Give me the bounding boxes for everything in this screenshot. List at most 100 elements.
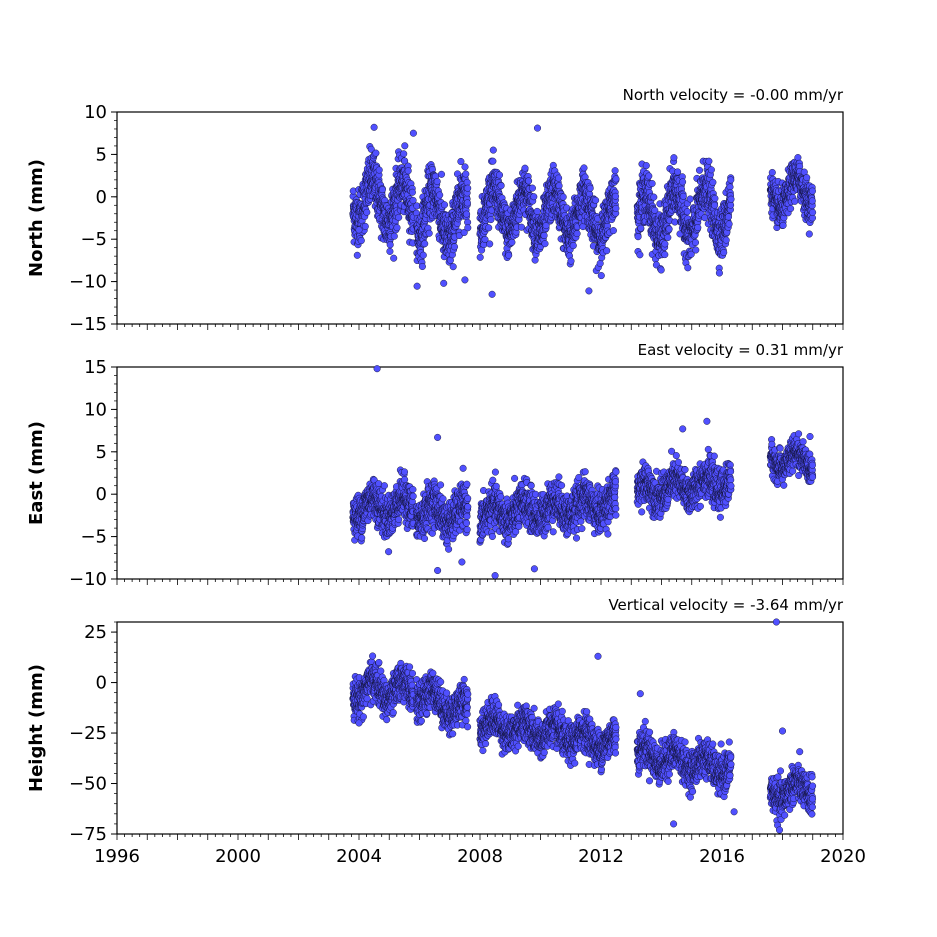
data-point: [642, 162, 650, 170]
data-point: [495, 171, 504, 179]
data-point: [612, 204, 620, 212]
data-point: [809, 208, 817, 216]
north-velocity-annotation: North velocity = -0.00 mm/yr: [623, 86, 844, 104]
data-point: [437, 481, 445, 489]
data-point: [683, 208, 691, 216]
data-point: [380, 482, 388, 490]
data-point: [463, 199, 471, 207]
data-point: [492, 482, 500, 490]
data-point: [768, 168, 776, 177]
data-point: [531, 256, 539, 264]
data-point: [580, 164, 588, 172]
data-point: [419, 251, 427, 259]
data-point: [485, 224, 493, 232]
data-point: [440, 201, 449, 209]
data-point: [645, 172, 653, 180]
data-point: [805, 230, 813, 238]
data-point: [540, 231, 548, 240]
outlier-point: [585, 287, 593, 295]
data-point: [367, 145, 375, 153]
data-point: [462, 170, 470, 178]
data-point: [541, 240, 549, 248]
data-point: [459, 464, 467, 472]
data-point: [709, 178, 717, 186]
data-point: [461, 163, 469, 171]
data-point: [611, 192, 620, 200]
data-point: [404, 167, 412, 175]
data-point: [521, 164, 529, 172]
data-point: [525, 177, 533, 185]
data-point: [353, 251, 361, 259]
data-point: [657, 266, 665, 274]
data-point: [421, 240, 429, 248]
data-point: [488, 532, 496, 541]
data-point: [527, 482, 535, 490]
data-point: [508, 238, 516, 246]
data-point: [400, 150, 408, 158]
data-point: [462, 519, 471, 527]
data-point: [463, 178, 471, 186]
data-point: [378, 186, 386, 194]
data-point: [661, 240, 669, 248]
y-tick-label: −10: [69, 272, 107, 293]
data-point: [386, 247, 394, 255]
data-point: [457, 157, 465, 166]
data-point: [357, 237, 365, 245]
y-tick-label: 5: [96, 442, 107, 463]
data-point: [612, 175, 620, 183]
north-axis-label: North (mm): [26, 159, 47, 277]
data-point: [727, 176, 735, 184]
data-point: [413, 282, 421, 290]
data-point: [808, 187, 816, 195]
data-point: [400, 468, 409, 476]
y-tick-label: −15: [69, 314, 107, 335]
data-point: [597, 272, 605, 280]
data-point: [650, 193, 658, 201]
data-point: [439, 495, 447, 503]
data-point: [634, 233, 642, 241]
y-tick-label: 10: [84, 102, 107, 123]
data-point: [722, 236, 730, 244]
data-point: [664, 233, 672, 242]
data-point: [464, 184, 472, 192]
data-point: [586, 184, 594, 192]
outlier-point: [355, 226, 363, 234]
data-point: [596, 259, 604, 267]
data-point: [476, 253, 484, 261]
data-point: [686, 195, 694, 203]
y-tick-label: 0: [96, 484, 107, 505]
data-point: [463, 210, 471, 218]
data-point: [573, 230, 581, 238]
y-tick-label: −5: [80, 229, 107, 250]
data-point: [433, 177, 441, 186]
data-point: [464, 494, 472, 502]
data-point: [464, 503, 472, 511]
data-point: [425, 229, 433, 237]
data-point: [375, 166, 383, 174]
data-point: [684, 264, 692, 272]
data-point: [711, 201, 719, 209]
data-point: [592, 196, 600, 204]
data-point: [569, 242, 577, 250]
data-point: [691, 238, 700, 247]
data-point: [637, 224, 645, 232]
data-point: [695, 166, 704, 174]
data-point: [418, 262, 426, 271]
data-point: [679, 192, 687, 200]
data-point: [390, 254, 398, 262]
data-point: [436, 191, 444, 199]
data-point: [489, 476, 497, 484]
data-point: [489, 146, 497, 154]
data-point: [808, 197, 816, 205]
north-points: [349, 123, 817, 298]
data-point: [395, 213, 403, 221]
data-point: [393, 224, 401, 232]
data-point: [386, 241, 394, 249]
y-tick-label: −10: [69, 569, 107, 590]
outlier-point: [488, 290, 496, 298]
data-point: [779, 221, 787, 229]
data-point: [555, 174, 563, 182]
